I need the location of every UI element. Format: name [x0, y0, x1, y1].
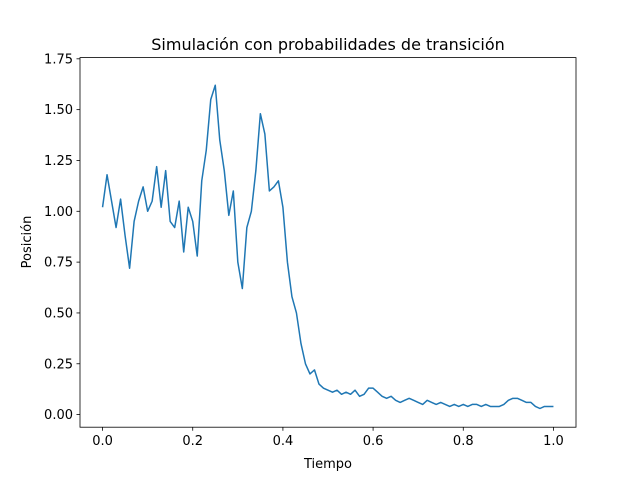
x-tick-label: 1.0 [543, 434, 564, 449]
data-line [101, 84, 554, 410]
plot-frame [79, 57, 577, 428]
x-axis-label: Tiempo [303, 457, 352, 472]
y-tick-label: 1.50 [44, 103, 73, 118]
x-tick-label: 0.0 [92, 434, 113, 449]
x-tick-label: 0.4 [273, 434, 294, 449]
chart-title: Simulación con probabilidades de transic… [151, 35, 505, 54]
y-tick-label: 1.00 [44, 205, 73, 220]
y-tick-label: 1.25 [44, 154, 73, 169]
y-tick-label: 1.75 [44, 52, 73, 67]
y-axis-label: Posición [20, 216, 35, 269]
x-tick-label: 0.8 [453, 434, 474, 449]
y-tick-label: 0.50 [44, 306, 73, 321]
y-tick-label: 0.25 [44, 357, 73, 372]
x-tick-label: 0.6 [363, 434, 384, 449]
y-tick-label: 0.75 [44, 256, 73, 271]
y-tick-label: 0.00 [44, 408, 73, 423]
x-tick-label: 0.2 [182, 434, 203, 449]
